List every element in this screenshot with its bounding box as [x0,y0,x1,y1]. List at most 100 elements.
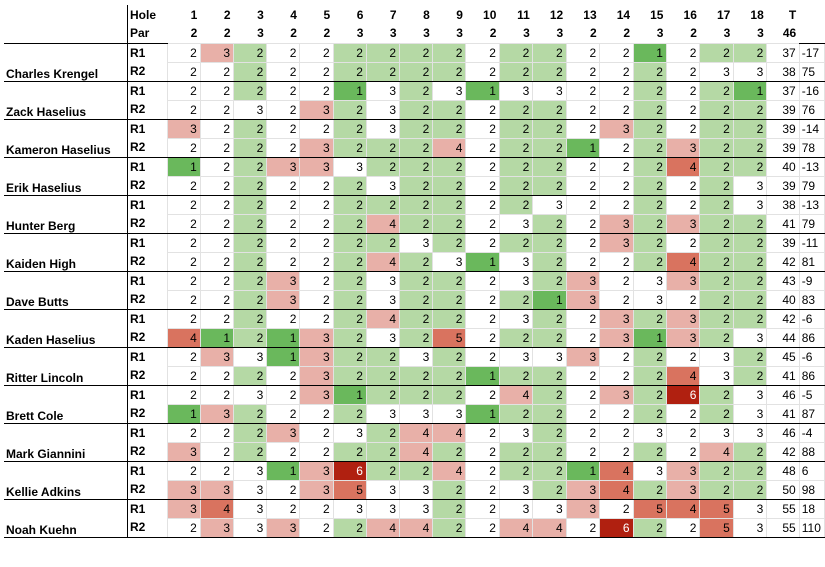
score-cell[interactable]: 2 [498,403,534,424]
score-cell[interactable]: 2 [699,80,734,101]
score-cell[interactable]: 2 [565,99,601,120]
score-cell[interactable]: 2 [332,137,367,158]
score-cell[interactable]: 5 [632,498,667,519]
score-cell[interactable]: 2 [532,61,567,82]
relative-to-par[interactable]: 6 [798,460,825,481]
score-cell[interactable]: 3 [399,232,434,253]
score-cell[interactable]: 2 [632,403,667,424]
score-cell[interactable]: 3 [665,460,701,481]
score-cell[interactable]: 2 [266,61,301,82]
round-total[interactable]: 44 [766,327,800,348]
score-cell[interactable]: 3 [299,365,334,386]
score-cell[interactable]: 3 [365,118,401,139]
score-cell[interactable]: 2 [166,194,201,215]
score-cell[interactable]: 2 [732,213,768,234]
score-cell[interactable]: 2 [233,251,268,272]
score-cell[interactable]: 2 [266,441,301,462]
score-cell[interactable]: 4 [432,422,467,443]
score-cell[interactable]: 2 [599,346,634,367]
score-cell[interactable]: 2 [332,403,367,424]
score-cell[interactable]: 3 [166,441,201,462]
score-cell[interactable]: 2 [532,42,567,63]
score-cell[interactable]: 2 [632,213,667,234]
score-cell[interactable]: 3 [166,498,201,519]
score-cell[interactable]: 2 [565,517,601,538]
score-cell[interactable]: 2 [365,156,401,177]
combined-total[interactable]: 110 [798,517,825,538]
score-cell[interactable]: 2 [266,213,301,234]
score-cell[interactable]: 3 [632,289,667,310]
score-cell[interactable]: 2 [266,99,301,120]
score-cell[interactable]: 2 [532,327,567,348]
score-cell[interactable]: 1 [465,403,500,424]
score-cell[interactable]: 4 [399,422,434,443]
score-cell[interactable]: 3 [365,498,401,519]
round-total[interactable]: 40 [766,156,800,177]
score-cell[interactable]: 3 [166,479,201,500]
score-cell[interactable]: 2 [199,61,235,82]
score-cell[interactable]: 2 [432,498,467,519]
score-cell[interactable]: 2 [732,460,768,481]
score-cell[interactable]: 2 [732,99,768,120]
score-cell[interactable]: 3 [498,479,534,500]
score-cell[interactable]: 2 [732,479,768,500]
score-cell[interactable]: 2 [599,289,634,310]
score-cell[interactable]: 2 [233,194,268,215]
score-cell[interactable]: 3 [365,479,401,500]
round-total[interactable]: 39 [766,232,800,253]
score-cell[interactable]: 2 [699,194,734,215]
score-cell[interactable]: 2 [632,517,667,538]
score-cell[interactable]: 2 [233,308,268,329]
score-cell[interactable]: 2 [498,99,534,120]
score-cell[interactable]: 3 [399,346,434,367]
score-cell[interactable]: 2 [199,118,235,139]
score-cell[interactable]: 1 [465,251,500,272]
score-cell[interactable]: 2 [299,422,334,443]
score-cell[interactable]: 1 [266,346,301,367]
score-cell[interactable]: 2 [532,479,567,500]
score-cell[interactable]: 2 [399,175,434,196]
score-cell[interactable]: 3 [365,403,401,424]
score-cell[interactable]: 2 [166,251,201,272]
score-cell[interactable]: 2 [166,137,201,158]
score-cell[interactable]: 2 [465,517,500,538]
score-cell[interactable]: 2 [632,365,667,386]
combined-total[interactable]: 75 [798,61,825,82]
score-cell[interactable]: 3 [732,517,768,538]
score-cell[interactable]: 1 [266,460,301,481]
score-cell[interactable]: 2 [399,308,434,329]
score-cell[interactable]: 2 [399,99,434,120]
score-cell[interactable]: 2 [432,61,467,82]
score-cell[interactable]: 3 [266,270,301,291]
score-cell[interactable]: 4 [532,517,567,538]
score-cell[interactable]: 2 [233,403,268,424]
score-cell[interactable]: 2 [465,498,500,519]
score-cell[interactable]: 2 [365,194,401,215]
score-cell[interactable]: 2 [299,175,334,196]
score-cell[interactable]: 2 [465,384,500,405]
round-total[interactable]: 50 [766,479,800,500]
score-cell[interactable]: 3 [732,61,768,82]
score-cell[interactable]: 2 [266,479,301,500]
round-total[interactable]: 37 [766,42,800,63]
score-cell[interactable]: 3 [565,346,601,367]
round-total[interactable]: 43 [766,270,800,291]
score-cell[interactable]: 3 [632,460,667,481]
score-cell[interactable]: 2 [465,289,500,310]
score-cell[interactable]: 3 [665,270,701,291]
score-cell[interactable]: 2 [732,346,768,367]
score-cell[interactable]: 2 [332,270,367,291]
score-cell[interactable]: 2 [465,422,500,443]
score-cell[interactable]: 2 [732,156,768,177]
score-cell[interactable]: 2 [699,137,734,158]
score-cell[interactable]: 2 [266,194,301,215]
score-cell[interactable]: 3 [532,80,567,101]
score-cell[interactable]: 3 [498,251,534,272]
score-cell[interactable]: 3 [233,479,268,500]
score-cell[interactable]: 3 [665,137,701,158]
score-cell[interactable]: 2 [365,42,401,63]
score-cell[interactable]: 3 [399,479,434,500]
score-cell[interactable]: 2 [432,479,467,500]
score-cell[interactable]: 3 [565,498,601,519]
score-cell[interactable]: 2 [166,346,201,367]
